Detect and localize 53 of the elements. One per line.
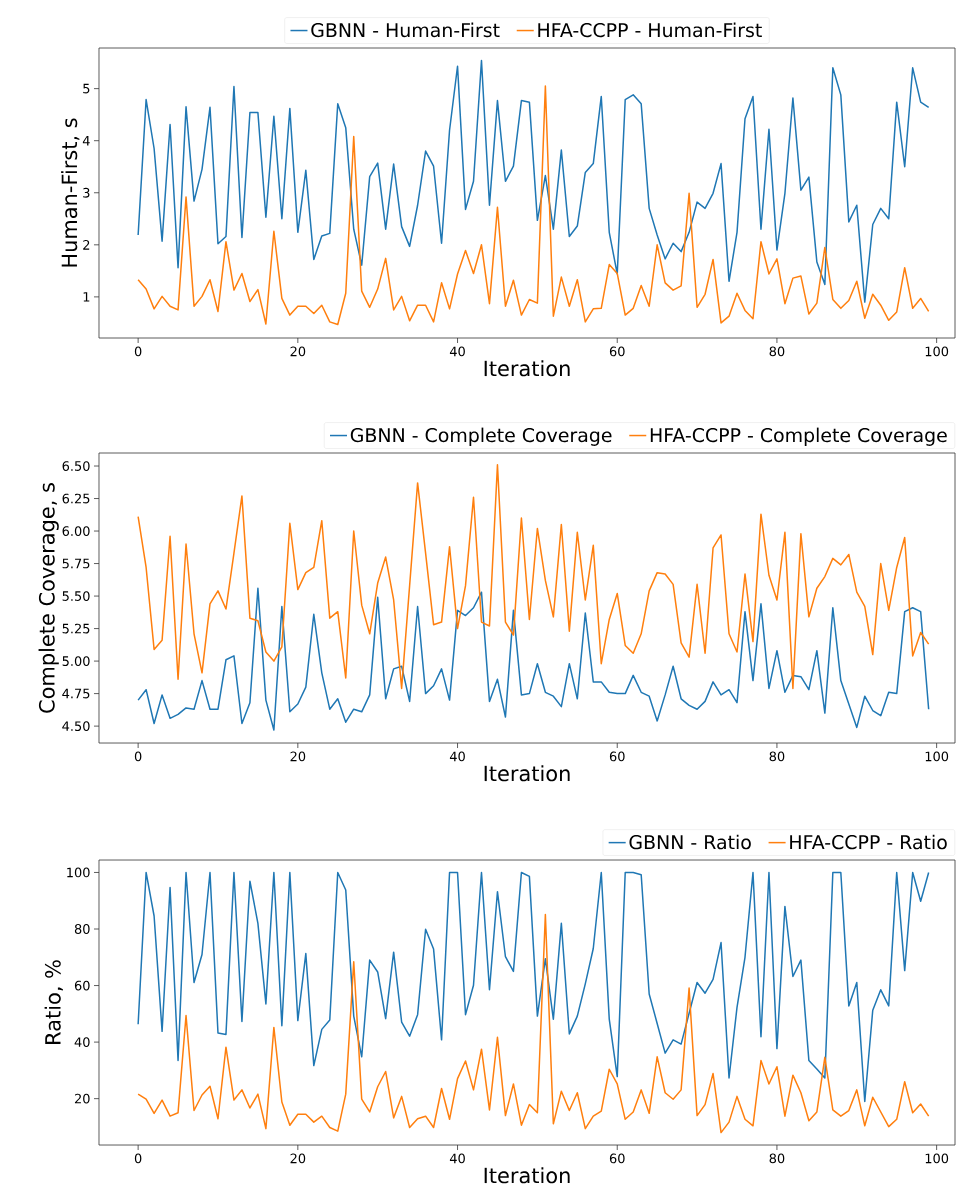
y-tick-label: 4.50	[62, 721, 90, 732]
x-tick-label: 0	[134, 346, 142, 357]
y-tick-label: 5.75	[62, 558, 90, 569]
y-tick-label: 5	[83, 83, 90, 94]
y-tick-label: 6.25	[62, 493, 90, 504]
x-tick-label: 20	[290, 1153, 306, 1164]
y-tick-label: 5.25	[62, 623, 90, 634]
y-tick-label: 4	[82, 135, 90, 146]
line-series	[137, 871, 930, 1103]
x-tick-label: 60	[609, 1153, 625, 1164]
y-tick-label: 6.00	[62, 526, 90, 536]
y-tick-label: 5.50	[62, 591, 90, 601]
x-axis-title: Iteration	[484, 765, 570, 782]
y-tick-label: 4.75	[62, 688, 90, 699]
legend-label: GBNN - Ratio	[629, 834, 751, 850]
y-tick-label: 1	[83, 292, 90, 302]
x-tick-label: 100	[925, 1153, 949, 1164]
x-tick-label: 80	[769, 751, 785, 762]
x-tick-label: 20	[290, 346, 306, 357]
line-series	[137, 85, 930, 326]
legend-label: HFA-CCPP - Ratio	[790, 834, 947, 850]
y-tick-label: 6.50	[62, 461, 90, 471]
y-tick-label: 5.00	[62, 656, 90, 666]
x-tick-label: 0	[134, 751, 142, 762]
legend-label: HFA-CCPP - Human-First	[538, 22, 762, 38]
x-tick-label: 40	[449, 346, 465, 357]
x-tick-label: 60	[609, 751, 625, 762]
x-axis-title: Iteration	[484, 360, 570, 377]
y-axis-title: Complete Coverage, s	[38, 483, 59, 713]
y-tick-label: 100	[67, 867, 90, 878]
x-tick-label: 20	[290, 751, 306, 762]
x-axis-title: Iteration	[484, 1167, 570, 1184]
x-tick-label: 80	[769, 346, 785, 357]
y-tick-label: 40	[74, 1037, 90, 1048]
y-axis-title: Human-First, s	[61, 118, 80, 267]
y-tick-label: 60	[74, 980, 90, 991]
legend-label: HFA-CCPP - Complete Coverage	[650, 427, 947, 446]
y-tick-label: 80	[74, 924, 90, 934]
x-tick-label: 100	[925, 346, 949, 357]
x-tick-label: 100	[925, 751, 949, 762]
x-tick-label: 60	[609, 346, 625, 357]
legend-label: GBNN - Complete Coverage	[350, 427, 612, 446]
y-axis-title: Ratio, %	[44, 960, 63, 1044]
x-tick-label: 0	[134, 1153, 142, 1164]
y-tick-label: 3	[83, 187, 90, 198]
legend-label: GBNN - Human-First	[311, 22, 500, 38]
x-tick-label: 80	[769, 1153, 785, 1164]
x-tick-label: 40	[449, 1153, 465, 1164]
line-series	[137, 463, 930, 690]
line-series	[137, 59, 930, 303]
y-tick-label: 20	[74, 1093, 90, 1104]
x-tick-label: 40	[449, 751, 465, 762]
y-tick-label: 2	[83, 240, 90, 250]
